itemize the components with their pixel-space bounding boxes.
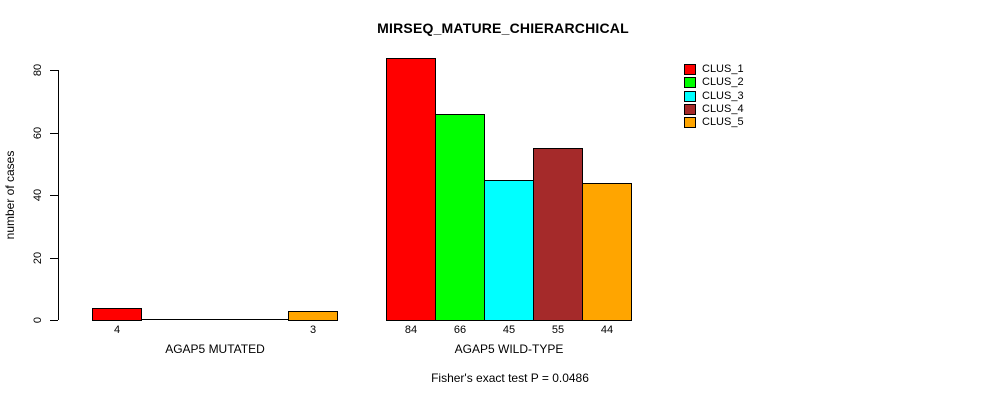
bar-value-label: 66 [453,324,467,336]
fisher-test-annotation: Fisher's exact test P = 0.0486 [431,371,589,385]
bar-clus-1-agap5-mutated [92,307,142,321]
bar-clus-3-agap5-wild-type [484,179,534,321]
legend-item-label: CLUS_4 [702,103,744,116]
bar-clus-2-agap5-wild-type [435,114,485,321]
legend-item-label: CLUS_1 [702,63,744,76]
x-group-label-wildtype: AGAP5 WILD-TYPE [454,342,564,356]
chart-title: MIRSEQ_MATURE_CHIERARCHICAL [377,20,629,36]
bar-value-label: 45 [502,324,516,336]
legend-item: CLUS_5 [684,116,744,129]
bar-clus-4-agap5-wild-type [533,148,583,321]
bar-value-label: 4 [113,324,121,336]
y-axis-line [58,70,59,320]
legend: CLUS_1 CLUS_2 CLUS_3 CLUS_4 CLUS_5 [684,63,744,129]
bar-clus-2-agap5-mutated [141,319,191,320]
y-axis-tick [50,320,58,321]
legend-color-swatch-icon [684,64,696,76]
bar-value-label: 44 [600,324,614,336]
legend-color-swatch-icon [684,117,696,129]
y-axis-tick-label: 60 [32,126,44,139]
bar-clus-4-agap5-mutated [239,319,289,320]
bar-value-label: 84 [404,324,418,336]
legend-item: CLUS_2 [684,76,744,89]
legend-color-swatch-icon [684,104,696,116]
bar-clus-1-agap5-wild-type [386,57,436,321]
legend-item-label: CLUS_3 [702,89,744,102]
y-axis-tick [50,195,58,197]
bar-clus-5-agap5-wild-type [582,182,632,321]
y-axis-tick-label: 0 [32,316,44,324]
legend-color-swatch-icon [684,90,696,102]
y-axis-tick [50,257,58,259]
y-axis-title: number of cases [3,150,17,240]
legend-item-label: CLUS_5 [702,116,744,129]
y-axis-tick-label: 20 [32,251,44,264]
bar-value-label: 3 [309,324,317,336]
y-axis-tick [50,132,58,134]
y-axis-tick [50,70,58,72]
x-group-label-mutated: AGAP5 MUTATED [165,342,265,356]
legend-item: CLUS_1 [684,63,744,76]
legend-color-swatch-icon [684,77,696,89]
bar-value-label: 55 [551,324,565,336]
legend-item-label: CLUS_2 [702,76,744,89]
y-axis-tick-label: 40 [32,189,44,202]
bar-clus-3-agap5-mutated [190,319,240,320]
y-axis-tick-label: 80 [32,64,44,77]
legend-item: CLUS_3 [684,90,744,103]
bar-clus-5-agap5-mutated [288,310,338,321]
legend-item: CLUS_4 [684,103,744,116]
